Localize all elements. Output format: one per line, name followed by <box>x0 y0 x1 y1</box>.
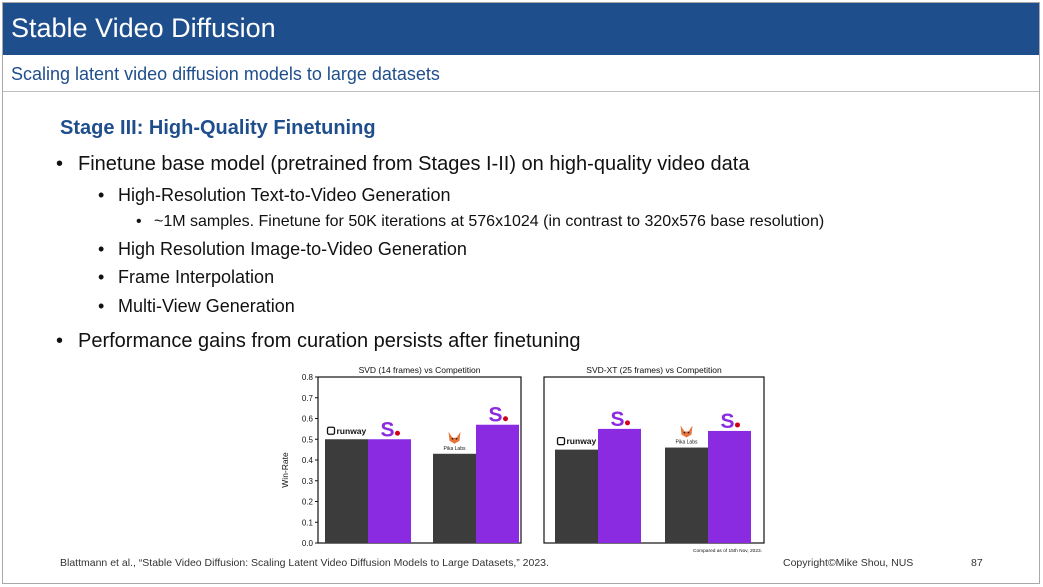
stage-title: Stage III: High-Quality Finetuning <box>60 117 376 139</box>
bullet-text: Finetune base model (pretrained from Sta… <box>78 153 750 175</box>
stability-dot <box>395 430 400 436</box>
runway-logo-icon: runway <box>326 426 367 436</box>
runway-logo-text: runway <box>337 426 367 436</box>
fox-head <box>448 431 461 444</box>
bullet-samples: • ~1M samples. Finetune for 50K iteration… <box>136 213 824 231</box>
bullet-multiview: • Multi-View Generation <box>98 296 295 317</box>
chart-title: SVD-XT (25 frames) vs Competition <box>586 365 722 375</box>
y-tick-label: 0.1 <box>302 518 314 527</box>
competitor-bar <box>555 449 598 543</box>
stability-dot <box>503 416 508 422</box>
bullet-marker: • <box>56 330 64 352</box>
stability-s: S <box>720 410 734 433</box>
slide-subtitle: Scaling latent video diffusion models to… <box>11 64 440 84</box>
chart-note: Compared as of 15th Nov, 2023. <box>693 548 762 553</box>
fox-eye <box>687 431 690 434</box>
y-tick-label: 0.2 <box>302 498 314 507</box>
runway-mark <box>556 436 566 446</box>
slide-title: Stable Video Diffusion <box>11 13 276 43</box>
bullet-finetune: • Finetune base model (pretrained from St… <box>56 153 749 176</box>
y-tick-label: 0.5 <box>302 435 314 444</box>
plot-frame <box>543 376 765 544</box>
y-tick-label: 0.8 <box>302 373 314 382</box>
copyright: Copyright©Mike Shou, NUS <box>783 557 914 569</box>
title-bar: Stable Video Diffusion <box>3 3 1039 55</box>
pika-logo-text: Pika Labs <box>676 440 698 446</box>
stability-logo: S <box>610 408 630 431</box>
svd-bar <box>368 439 411 543</box>
bullet-text: Multi-View Generation <box>118 296 295 316</box>
competitor-bar <box>665 447 708 543</box>
svd-bar <box>476 424 519 543</box>
chart-svd-14-frames: SVD (14 frames) vs Competition 0.0 0.1 0.2 0… <box>280 365 522 548</box>
bullet-performance: • Performance gains from curation persist… <box>56 330 580 353</box>
citation: Blattmann et al., “Stable Video Diffusio… <box>60 557 549 569</box>
bullet-frame-interp: • Frame Interpolation <box>98 267 274 288</box>
y-axis-label: Win-Rate <box>280 452 290 488</box>
stability-s: S <box>380 418 394 441</box>
page-number: 87 <box>971 557 983 569</box>
bullet-marker: • <box>98 239 105 259</box>
stability-s: S <box>488 404 502 427</box>
pika-fox-icon: Pika Labs <box>444 431 466 452</box>
stability-logo: S <box>380 418 400 441</box>
fox-eye <box>683 431 686 434</box>
competitor-bar <box>433 453 476 543</box>
stability-logo: S <box>720 410 740 433</box>
competitor-bar <box>325 439 368 543</box>
stability-dot <box>625 420 630 426</box>
stability-s: S <box>610 408 624 431</box>
bullet-text: ~1M samples. Finetune for 50K iterations… <box>154 213 825 230</box>
stability-dot <box>735 422 740 428</box>
y-tick-label: 0.3 <box>302 477 314 486</box>
chart-title: SVD (14 frames) vs Competition <box>359 365 481 375</box>
divider <box>3 91 1039 92</box>
fox-eye <box>451 437 454 440</box>
bullet-text: High Resolution Image-to-Video Generatio… <box>118 239 467 259</box>
svd-bar <box>598 428 641 543</box>
bullet-marker: • <box>136 213 142 230</box>
y-tick-label: 0.0 <box>302 539 314 548</box>
runway-mark <box>326 426 336 435</box>
runway-logo-icon: runway <box>556 436 597 446</box>
win-rate-charts: SVD (14 frames) vs Competition 0.0 0.1 0.2 0… <box>280 365 765 553</box>
bullet-text: Frame Interpolation <box>118 267 275 287</box>
bullet-marker: • <box>98 267 105 287</box>
fox-eye <box>455 437 458 440</box>
bullet-marker: • <box>56 153 64 175</box>
bullet-marker: • <box>98 185 105 205</box>
stability-logo: S <box>488 404 508 427</box>
bullet-text: Performance gains from curation persists… <box>78 330 581 352</box>
pika-logo-text: Pika Labs <box>444 446 466 452</box>
bullet-text: High-Resolution Text-to-Video Generation <box>118 185 451 205</box>
runway-logo-text: runway <box>567 436 597 446</box>
y-tick-label: 0.7 <box>302 394 314 403</box>
chart-svd-xt-25-frames: SVD-XT (25 frames) vs Competition runway S… <box>543 365 765 553</box>
svd-bar <box>708 430 751 543</box>
fox-head <box>680 425 693 438</box>
bullet-marker: • <box>98 296 105 316</box>
bullet-i2v: • High Resolution Image-to-Video Generati… <box>98 239 467 260</box>
bullet-t2v: • High-Resolution Text-to-Video Generatio… <box>98 185 451 206</box>
pika-fox-icon: Pika Labs <box>676 425 698 446</box>
y-tick-label: 0.6 <box>302 415 314 424</box>
y-tick-label: 0.4 <box>302 456 314 465</box>
